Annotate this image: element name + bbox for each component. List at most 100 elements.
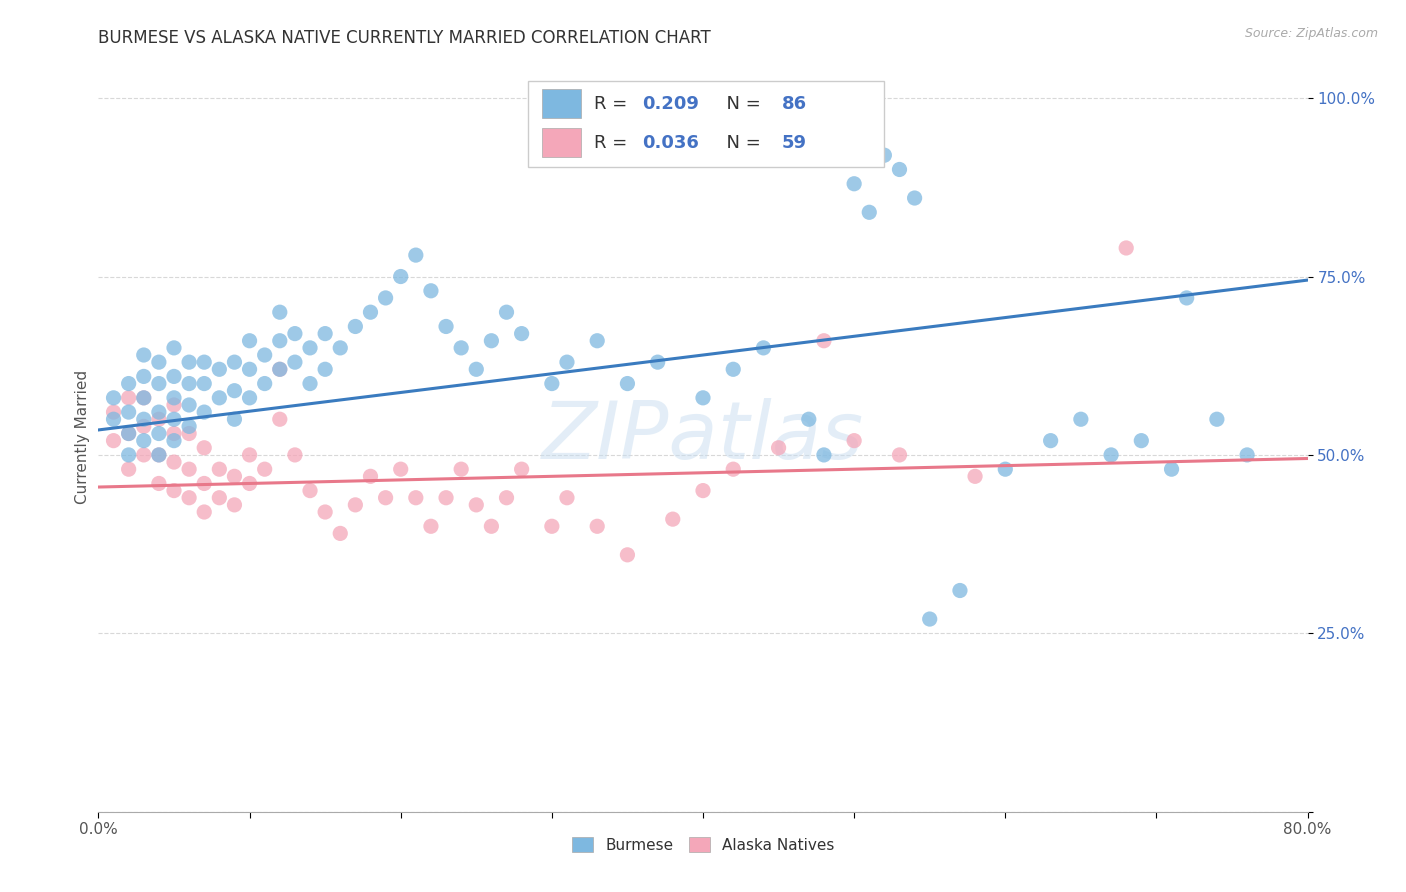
Point [193,355,215,369]
Point [586,334,609,348]
Point [163,391,186,405]
Point [374,491,396,505]
Point [510,326,533,341]
Point [481,519,503,533]
Point [344,498,367,512]
Point [103,434,125,448]
Point [481,334,503,348]
Point [314,505,336,519]
Point [299,483,322,498]
Point [103,391,125,405]
Point [163,434,186,448]
Point [1206,412,1229,426]
Point [1039,434,1062,448]
Point [163,398,186,412]
Point [269,334,291,348]
Point [555,491,578,505]
Point [420,519,443,533]
Point [132,419,155,434]
Point [344,319,367,334]
Point [224,384,246,398]
Point [1115,241,1137,255]
Point [329,526,352,541]
Point [889,448,911,462]
Point [224,498,246,512]
Point [389,269,412,284]
Point [465,498,488,512]
Point [208,462,231,476]
Point [797,412,820,426]
Point [269,412,291,426]
Point [208,362,231,376]
Point [208,391,231,405]
Point [179,491,201,505]
Bar [543,128,581,157]
Point [692,391,714,405]
Point [374,291,396,305]
Point [661,512,683,526]
Point [269,305,291,319]
Text: N =: N = [716,134,766,152]
Point [405,248,427,262]
Point [314,326,336,341]
Point [752,341,775,355]
Point [918,612,941,626]
Point [253,348,276,362]
Point [450,341,472,355]
Point [495,491,517,505]
Point [616,548,638,562]
Point [434,319,457,334]
Point [269,362,291,376]
Point [163,426,186,441]
Text: R =: R = [595,95,633,112]
Point [193,441,215,455]
Point [904,191,927,205]
Point [118,405,141,419]
Point [193,376,215,391]
Point [239,391,262,405]
FancyBboxPatch shape [527,81,884,168]
Text: Source: ZipAtlas.com: Source: ZipAtlas.com [1244,27,1378,40]
Point [1175,291,1198,305]
Point [420,284,443,298]
Point [132,448,155,462]
Point [179,376,201,391]
Point [132,369,155,384]
Text: N =: N = [716,95,766,112]
Point [813,334,835,348]
Point [148,412,170,426]
Point [1160,462,1182,476]
Point [179,419,201,434]
Legend: Burmese, Alaska Natives: Burmese, Alaska Natives [564,829,842,860]
Point [118,376,141,391]
Point [299,341,322,355]
Point [299,376,322,391]
Point [1070,412,1092,426]
Point [450,462,472,476]
Point [118,426,141,441]
Point [360,305,382,319]
Point [873,148,896,162]
Point [692,483,714,498]
Point [1236,448,1258,462]
Point [329,341,352,355]
Point [118,426,141,441]
Point [239,448,262,462]
Point [647,355,669,369]
Point [360,469,382,483]
Point [405,491,427,505]
Point [858,205,880,219]
Point [844,177,866,191]
Point [163,341,186,355]
Point [148,476,170,491]
Point [193,405,215,419]
Point [103,412,125,426]
Point [132,434,155,448]
Point [555,355,578,369]
Text: 86: 86 [782,95,807,112]
Point [994,462,1017,476]
Point [540,376,562,391]
Point [949,583,972,598]
Text: 59: 59 [782,134,807,152]
Point [844,434,866,448]
